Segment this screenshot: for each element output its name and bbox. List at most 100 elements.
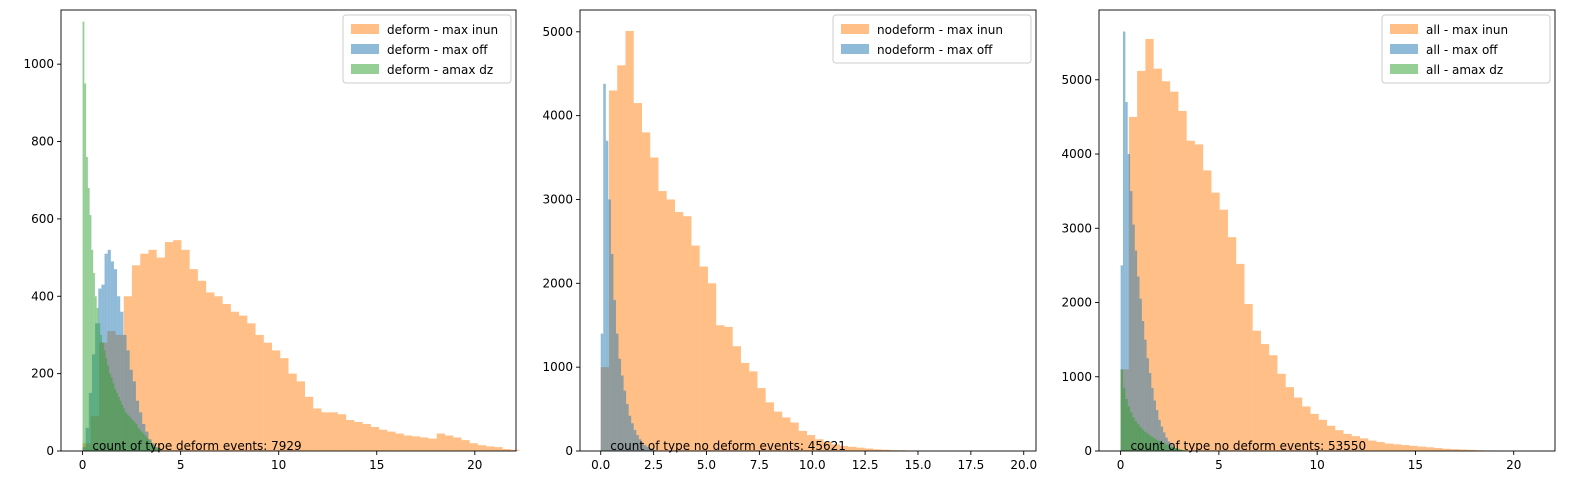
x-tick-label: 15 — [369, 458, 384, 472]
histogram-bar — [1236, 263, 1245, 451]
histogram-bar — [94, 296, 97, 451]
histogram-bar — [666, 199, 675, 451]
histogram-bar — [142, 433, 145, 451]
histogram-bar — [151, 443, 154, 451]
bars-group — [82, 21, 520, 452]
histogram-bar — [674, 212, 684, 451]
histogram-bar — [156, 257, 165, 451]
histogram-bar — [296, 381, 305, 451]
histogram-bar — [206, 292, 215, 451]
y-tick-label: 3000 — [1061, 221, 1092, 235]
histogram-panel-nodeform: 0.0 2.5 5.0 7.5 10.0 12.5 15.0 17.5 20.0 0 1000 200… — [542, 9, 1037, 472]
histogram-bar — [101, 342, 104, 451]
legend-swatch — [1390, 44, 1418, 54]
histogram-bar — [707, 283, 717, 451]
histogram-bar — [304, 396, 314, 451]
legend-swatch — [841, 24, 869, 34]
y-tick-label: 5000 — [1061, 73, 1092, 87]
histogram-bar — [131, 420, 134, 451]
histogram-bar — [724, 326, 733, 451]
histogram-bar — [1244, 304, 1253, 451]
y-tick-label: 5000 — [542, 25, 573, 39]
histogram-bar — [255, 334, 264, 451]
histogram-bar — [98, 323, 101, 451]
count-annotation: count of type deform events: 7929 — [92, 439, 301, 453]
histogram-bar — [1376, 442, 1385, 451]
histogram-bar — [412, 436, 421, 451]
legend: all - max inun all - max off all - amax dz — [1381, 14, 1551, 84]
histogram-bar — [280, 358, 289, 451]
histogram-bar — [848, 446, 857, 451]
histogram-bar — [477, 445, 487, 451]
histogram-bar — [89, 215, 92, 451]
histogram-bar — [1318, 419, 1327, 451]
histogram-bar — [1153, 68, 1162, 451]
histogram-bar — [641, 442, 644, 451]
histogram-bar — [140, 431, 143, 451]
histogram-bar — [1211, 192, 1220, 452]
histogram-bar — [1174, 448, 1178, 451]
histogram-bar — [346, 420, 355, 451]
histogram-bar — [1269, 355, 1278, 451]
histogram-bar — [823, 441, 832, 451]
histogram-bar — [379, 429, 388, 451]
histogram-bar — [605, 140, 609, 451]
histogram-bar — [1285, 387, 1294, 451]
histogram-bar — [110, 261, 114, 451]
histogram-bar — [1260, 344, 1270, 451]
histogram-bar — [486, 446, 495, 451]
histogram-bar — [1132, 417, 1135, 451]
y-tick-label: 3000 — [542, 192, 573, 206]
x-tick-label: 10 — [1310, 458, 1325, 472]
histogram-bar — [93, 273, 95, 451]
histogram-bar — [1148, 435, 1152, 451]
legend: nodeform - max inun nodeform - max off — [832, 14, 1032, 64]
legend-label: deform - amax dz — [387, 63, 493, 77]
histogram-bar — [646, 446, 649, 451]
histogram-bar — [638, 439, 642, 451]
histogram-bar — [109, 373, 111, 451]
legend-label: deform - max inun — [387, 23, 498, 37]
histogram-bar — [864, 448, 873, 451]
histogram-bar — [732, 346, 741, 451]
histogram-bar — [321, 412, 330, 451]
histogram-bar — [130, 418, 132, 451]
x-tick-label: 15.0 — [905, 458, 932, 472]
y-tick-label: 400 — [31, 289, 54, 303]
histogram-bar — [633, 430, 637, 451]
histogram-bar — [1134, 250, 1138, 451]
histogram-bar — [103, 350, 106, 451]
histogram-bar — [790, 422, 799, 451]
histogram-bar — [313, 408, 322, 451]
histogram-bar — [337, 414, 347, 451]
histogram-bar — [1302, 406, 1311, 451]
histogram-bar — [1137, 70, 1146, 451]
axes-frame — [1098, 9, 1556, 452]
histogram-bar — [148, 249, 157, 451]
histogram-bar — [1310, 413, 1319, 451]
histogram-bar — [263, 342, 273, 451]
x-tick-label: 20 — [467, 458, 482, 472]
histogram-bar — [1170, 91, 1179, 452]
histogram-bar — [1459, 449, 1468, 451]
histogram-bar — [1130, 412, 1133, 451]
x-tick-label: 7.5 — [750, 458, 769, 472]
histogram-bar — [1146, 433, 1149, 451]
histogram-bar — [872, 449, 882, 451]
histogram-bar — [1426, 447, 1435, 451]
histogram-bar — [618, 358, 622, 451]
histogram-bar — [117, 296, 121, 451]
histogram-bar — [154, 447, 157, 451]
histogram-bar — [1153, 438, 1156, 451]
histogram-bar — [1156, 410, 1159, 451]
histogram-bar — [189, 269, 198, 451]
histogram-bar — [124, 412, 127, 451]
histogram-bar — [1450, 449, 1460, 451]
histogram-bar — [110, 377, 113, 451]
histogram-bar — [173, 240, 182, 451]
histogram-bar — [502, 449, 511, 451]
histogram-bar — [104, 253, 108, 451]
histogram-bar — [621, 375, 624, 451]
x-tick-label: 0.0 — [591, 458, 610, 472]
